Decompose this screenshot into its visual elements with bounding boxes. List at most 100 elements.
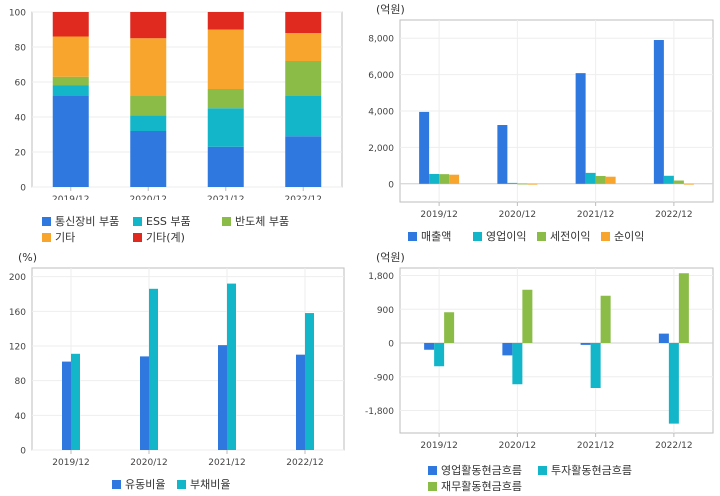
legend-label: 영업이익 <box>486 230 527 243</box>
x-tick-label: 2021/12 <box>577 441 614 448</box>
bar <box>218 345 227 450</box>
bar <box>227 283 236 450</box>
unit-label: (%) <box>18 251 37 264</box>
legend-label: 재무활동현금흐름 <box>441 480 522 493</box>
legend-swatch <box>42 217 51 226</box>
legend-label: 기타(계) <box>146 231 185 244</box>
bar <box>595 175 606 184</box>
product-mix-chart: 0 20 40 60 80 100 2019/12 2020/12 2021/12 2022/12 <box>9 9 343 205</box>
legend-label: 세전이익 <box>550 230 591 243</box>
y-tick-label: 1,800 <box>368 272 394 282</box>
x-tick-label: 2021/12 <box>577 210 614 220</box>
chart-panel-income: (억원) 0 2,000 4,000 6,000 8,000 2019/12 2020/12 2… <box>360 0 720 245</box>
plot-frame <box>31 267 345 451</box>
chart-panel-cashflow: (억원) -1,800 -900 0 900 1,800 2019/12 2020/12 202… <box>360 248 720 496</box>
bar <box>590 343 601 388</box>
ratio-chart: (%) 0 40 80 120 160 200 2019/12 2020/12 2021/12 20… <box>9 251 345 468</box>
legend-item-pretax-profit: 세전이익 <box>537 228 590 244</box>
bar <box>653 40 664 184</box>
legend-swatch <box>538 466 547 475</box>
bar <box>130 115 167 131</box>
legend-swatch <box>222 217 231 226</box>
bar <box>207 146 244 187</box>
bar <box>285 12 322 33</box>
legend-label: ESS 부품 <box>146 215 191 228</box>
y-tick-label: 40 <box>15 114 27 124</box>
x-tick-label: 2019/12 <box>420 210 457 220</box>
y-tick-label: 0 <box>20 184 26 194</box>
bar <box>673 180 684 184</box>
x-tick-label: 2022/12 <box>655 441 692 448</box>
legend-swatch <box>133 217 142 226</box>
bar <box>130 131 167 187</box>
legend-item-other: 기타 <box>42 229 75 245</box>
bar <box>517 183 528 185</box>
legend-label: 유동비율 <box>125 478 166 491</box>
bar <box>285 33 322 61</box>
plot-frame <box>399 267 714 434</box>
bar <box>419 111 430 184</box>
bar <box>668 343 679 424</box>
income-legend: 매출액 영업이익 세전이익 순이익 <box>360 228 720 244</box>
bar <box>429 173 440 184</box>
legend-swatch <box>177 480 186 489</box>
unit-label: (억원) <box>376 251 405 264</box>
bar <box>130 96 167 116</box>
legend-swatch <box>473 232 482 241</box>
x-tick-label: 2022/12 <box>285 195 322 200</box>
chart-panel-product-mix: 0 20 40 60 80 100 2019/12 2020/12 2021/12 2022/12… <box>0 0 350 245</box>
product-mix-legend: 통신장비 부품 ESS 부품 반도체 부품 기타 기타(계) <box>0 210 350 245</box>
legend-item-revenue: 매출액 <box>408 228 451 244</box>
bar <box>444 312 455 343</box>
bar <box>434 343 445 367</box>
bar <box>71 353 80 450</box>
legend-label: 반도체 부품 <box>235 215 290 228</box>
legend-swatch <box>537 232 546 241</box>
x-tick-label: 2020/12 <box>499 441 536 448</box>
bar <box>52 85 89 96</box>
bar <box>600 295 611 343</box>
bar <box>52 12 89 37</box>
y-tick-label: 80 <box>15 44 27 54</box>
bar <box>285 136 322 187</box>
y-tick-label: 60 <box>15 79 27 89</box>
legend-item-operating-cf: 영업활동현금흐름 <box>428 462 522 478</box>
x-tick-label: 2021/12 <box>208 458 245 468</box>
x-tick-label: 2020/12 <box>130 195 167 200</box>
legend-item-other-total: 기타(계) <box>133 229 185 245</box>
y-tick-label: 200 <box>9 273 26 283</box>
x-tick-label: 2019/12 <box>52 458 89 468</box>
y-tick-label: -900 <box>374 373 395 383</box>
legend-item-ess: ESS 부품 <box>133 213 191 229</box>
legend-item-semiconductor: 반도체 부품 <box>222 213 289 229</box>
legend-label: 영업활동현금흐름 <box>441 464 522 477</box>
bar <box>678 273 689 343</box>
ratio-legend: 유동비율 부채비율 <box>0 476 350 492</box>
legend-item-net-profit: 순이익 <box>601 228 644 244</box>
y-tick-label: 0 <box>388 180 394 190</box>
bar <box>52 36 89 77</box>
bar <box>663 175 674 184</box>
legend-swatch <box>112 480 121 489</box>
unit-label: (억원) <box>376 3 405 16</box>
legend-swatch <box>42 233 51 242</box>
bar <box>683 183 694 185</box>
y-tick-label: 4,000 <box>368 108 394 118</box>
legend-item-debt-ratio: 부채비율 <box>177 476 230 492</box>
legend-swatch <box>133 233 142 242</box>
bar <box>207 12 244 30</box>
bar <box>52 96 89 187</box>
bar <box>512 343 523 385</box>
y-tick-label: 20 <box>15 149 27 159</box>
bar <box>449 174 460 184</box>
bar <box>497 125 508 184</box>
bar <box>527 183 538 185</box>
y-tick-label: 2,000 <box>368 144 394 154</box>
y-tick-label: 120 <box>9 343 26 353</box>
x-tick-label: 2020/12 <box>499 210 536 220</box>
bar <box>285 96 322 137</box>
legend-swatch <box>601 232 610 241</box>
bar <box>207 29 244 89</box>
legend-label: 투자활동현금흐름 <box>551 464 632 477</box>
cashflow-chart: (억원) -1,800 -900 0 900 1,800 2019/12 2020/12 202… <box>365 251 714 451</box>
